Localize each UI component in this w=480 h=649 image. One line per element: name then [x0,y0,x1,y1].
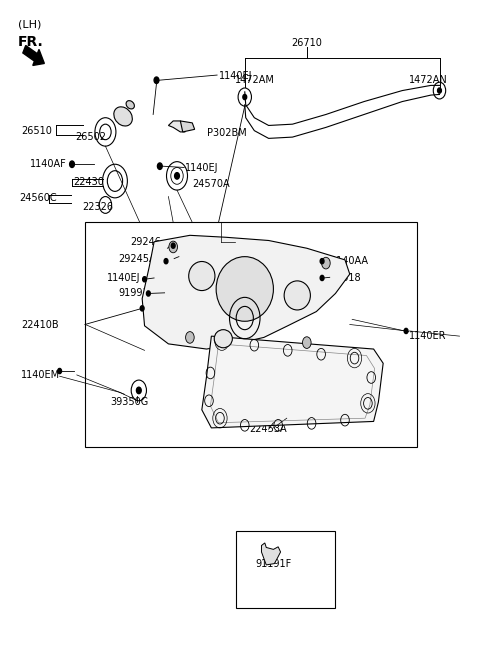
Circle shape [302,337,311,349]
Polygon shape [142,236,350,349]
Text: 1140ER: 1140ER [409,331,447,341]
Text: 24570A: 24570A [192,178,230,189]
Text: 22326: 22326 [83,202,113,212]
Text: 1472AN: 1472AN [409,75,448,85]
Ellipse shape [216,256,274,321]
Text: 29246: 29246 [130,237,161,247]
Text: 22453A: 22453A [250,424,287,434]
Text: 1140AA: 1140AA [331,256,369,266]
Text: 1140EJ: 1140EJ [185,163,218,173]
Text: 24560C: 24560C [20,193,57,204]
Text: 1140EJ: 1140EJ [108,273,141,283]
Ellipse shape [189,262,215,291]
Circle shape [171,243,175,249]
Text: 22430: 22430 [73,177,104,188]
Text: FR.: FR. [18,35,44,49]
Circle shape [169,241,178,252]
Text: 1472AM: 1472AM [235,75,275,85]
Circle shape [404,328,408,334]
Polygon shape [180,121,195,132]
Text: 1140EJ: 1140EJ [218,71,252,80]
Circle shape [157,163,162,169]
Circle shape [186,332,194,343]
Text: 1140AF: 1140AF [30,159,67,169]
Ellipse shape [114,107,132,126]
Circle shape [322,257,330,269]
Text: 1140EJ: 1140EJ [190,237,223,247]
Bar [85,223,417,447]
Circle shape [243,95,247,99]
Circle shape [70,161,74,167]
Bar [236,532,336,607]
Circle shape [438,88,442,93]
Circle shape [58,369,61,374]
Text: 91191F: 91191F [255,559,291,569]
Text: 26510: 26510 [22,126,52,136]
Text: 39318: 39318 [331,273,361,283]
Text: 39350G: 39350G [110,397,148,407]
Text: 22410B: 22410B [22,319,59,330]
Circle shape [154,77,159,84]
Polygon shape [168,121,185,132]
Circle shape [175,173,180,179]
Polygon shape [262,543,281,565]
Text: 91991: 91991 [118,289,149,299]
Text: 22441P: 22441P [188,331,224,341]
FancyArrow shape [23,45,44,66]
Text: P302BM: P302BM [206,128,246,138]
Text: 29245A: 29245A [118,254,156,263]
Circle shape [320,275,324,280]
Circle shape [140,306,144,311]
Circle shape [164,258,168,263]
Text: 26502: 26502 [75,132,107,142]
Circle shape [143,276,146,282]
Circle shape [136,387,141,394]
Circle shape [320,258,324,263]
Ellipse shape [284,281,311,310]
Ellipse shape [126,101,134,109]
Circle shape [146,291,150,296]
Text: (LH): (LH) [18,19,41,29]
Text: 1140EM: 1140EM [22,370,60,380]
Ellipse shape [214,330,232,348]
Polygon shape [202,336,383,428]
Text: 26710: 26710 [291,38,322,49]
